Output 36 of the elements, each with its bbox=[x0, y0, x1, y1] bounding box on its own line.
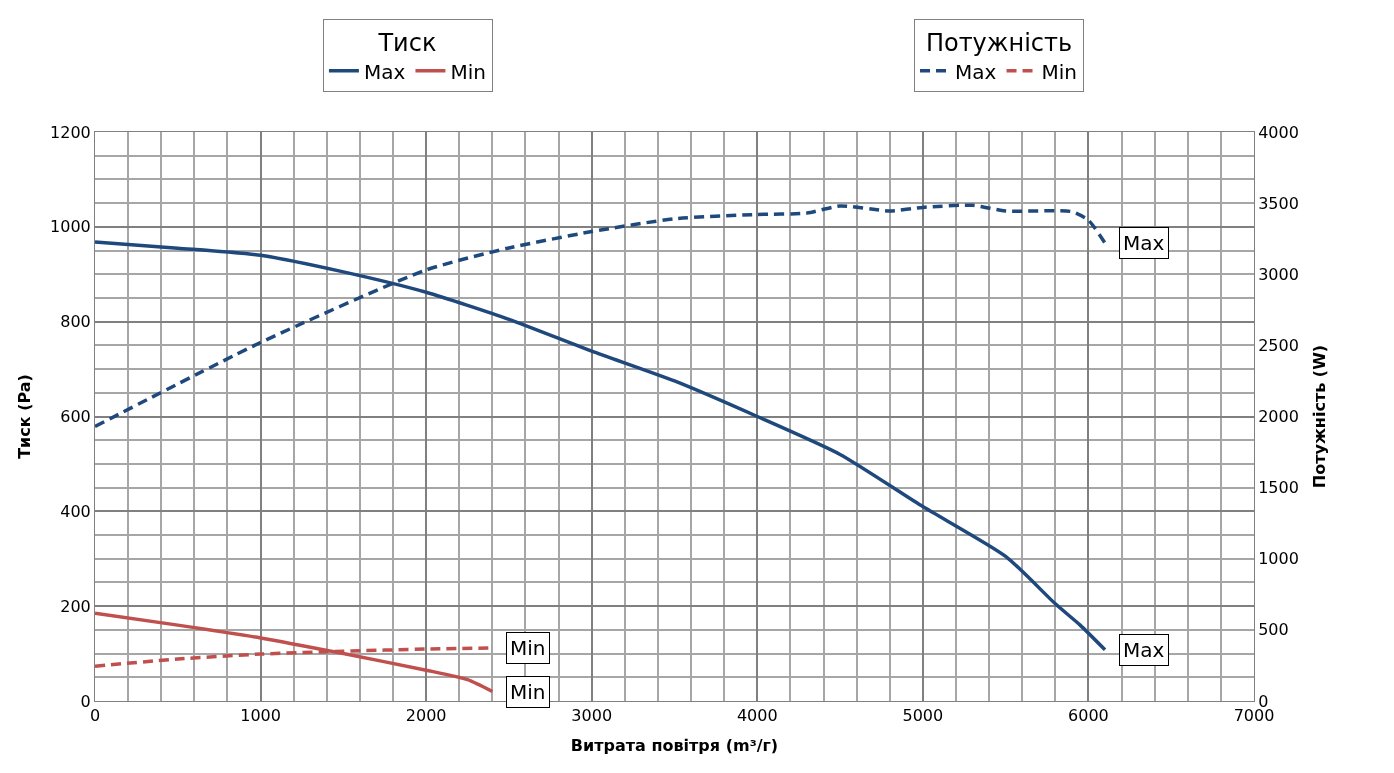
x-tick-label: 3000 bbox=[571, 706, 613, 726]
x-tick-label: 5000 bbox=[902, 706, 944, 726]
annotation: Min bbox=[510, 680, 546, 704]
x-tick-label: 2000 bbox=[405, 706, 447, 726]
y-tick-label: 0 bbox=[80, 691, 91, 711]
y2-tick-label: 2000 bbox=[1258, 407, 1299, 427]
y-axis-title: Тиск (Pa) bbox=[14, 374, 34, 459]
y2-tick-label: 500 bbox=[1258, 620, 1289, 640]
x-tick-label: 1000 bbox=[240, 706, 281, 726]
y-tick-label: 800 bbox=[60, 312, 91, 332]
annotation: Max bbox=[1123, 231, 1165, 255]
legend-label: Max bbox=[955, 59, 997, 84]
y-tick-label: 600 bbox=[60, 407, 91, 427]
legend-label: Min bbox=[1041, 59, 1078, 84]
y2-tick-label: 3000 bbox=[1258, 264, 1299, 284]
x-tick-label: 7000 bbox=[1233, 706, 1275, 726]
y-tick-label: 200 bbox=[60, 596, 91, 616]
annotation: Min bbox=[510, 636, 546, 660]
y2-axis-title: Потужність (W) bbox=[1309, 344, 1329, 489]
y-tick-label: 400 bbox=[60, 501, 91, 521]
text: Тиск bbox=[378, 29, 437, 58]
y-tick-label: 1200 bbox=[50, 122, 91, 142]
y2-tick-label: 4000 bbox=[1258, 122, 1299, 142]
y2-tick-label: 1000 bbox=[1258, 549, 1299, 569]
text: Потужність bbox=[925, 29, 1073, 58]
y-tick-label: 1000 bbox=[50, 217, 91, 237]
line-series bbox=[95, 611, 495, 694]
y2-tick-label: 3500 bbox=[1258, 193, 1299, 213]
x-tick-label: 4000 bbox=[736, 706, 778, 726]
x-axis-title: Витрата повітря (m³/г) bbox=[570, 735, 779, 755]
x-tick-label: 6000 bbox=[1068, 706, 1109, 726]
legend-label: Max bbox=[363, 59, 406, 84]
y2-tick-label: 2500 bbox=[1258, 335, 1299, 355]
annotation: Max bbox=[1123, 638, 1165, 662]
legend-label: Min bbox=[450, 59, 486, 84]
y2-tick-label: 1500 bbox=[1258, 478, 1299, 498]
